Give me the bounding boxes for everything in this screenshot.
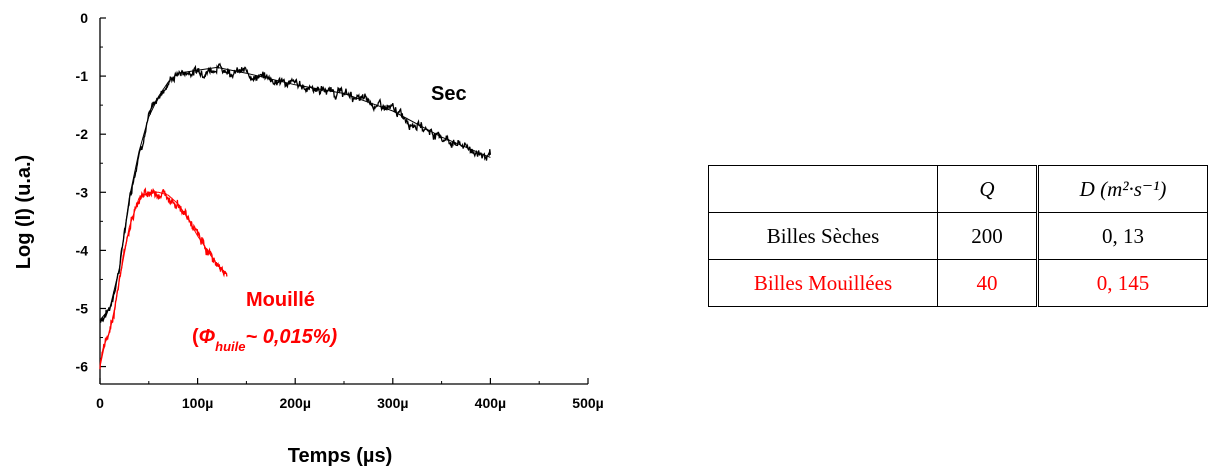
row-label: Billes Mouillées	[708, 259, 938, 307]
y-tick-label: -2	[76, 126, 89, 142]
row-q: 200	[937, 212, 1039, 260]
x-tick-label: 400µ	[475, 395, 506, 411]
y-tick-label: -6	[76, 359, 89, 375]
phi-open: (	[192, 326, 199, 348]
row-label: Billes Sèches	[708, 212, 938, 260]
data-trace	[99, 62, 492, 323]
x-tick-label: 0	[96, 395, 104, 411]
data-trace	[99, 187, 228, 370]
row-d: 0, 145	[1037, 259, 1208, 307]
y-axis-title: Log (I) (u.a.)	[13, 155, 35, 269]
phi-subscript: huile	[215, 339, 245, 354]
series-layer	[99, 62, 492, 370]
table-row: Billes Sèches 200 0, 13	[708, 212, 1208, 260]
y-tick-label: -4	[76, 242, 89, 258]
table-row: Billes Mouillées 40 0, 145	[708, 259, 1208, 307]
phi-symbol: Φ	[199, 326, 216, 348]
x-tick-label: 100µ	[182, 395, 213, 411]
x-tick-label: 300µ	[377, 395, 408, 411]
series-sec	[99, 62, 492, 323]
header-q: Q	[937, 165, 1039, 213]
x-tick-label: 200µ	[279, 395, 310, 411]
header-d-symbol: D	[1079, 176, 1095, 201]
row-d: 0, 13	[1037, 212, 1208, 260]
y-tick-label: 0	[80, 10, 88, 26]
fit-line	[99, 66, 491, 321]
series-mouille	[99, 187, 228, 370]
ticks: 0 100µ 200µ 300µ 400µ 500µ 0 -1 -2 -3 -4 -5 -6	[76, 10, 604, 411]
y-tick-label: -3	[76, 184, 89, 200]
x-axis-title: Temps (µs)	[288, 445, 393, 467]
phi-value: ~ 0,015%)	[245, 326, 337, 348]
y-tick-label: -5	[76, 300, 89, 316]
header-empty-cell	[708, 165, 938, 213]
header-d-unit: (m²·s⁻¹)	[1100, 176, 1167, 201]
mouille-label: Mouillé	[246, 289, 315, 311]
sec-label: Sec	[431, 83, 467, 105]
results-table: Q D (m²·s⁻¹) Billes Sèches 200 0, 13 Bil…	[708, 165, 1208, 307]
phi-annotation: (Φhuile~ 0,015%)	[192, 326, 338, 354]
chart: 0 100µ 200µ 300µ 400µ 500µ 0 -1 -2 -3 -4 -5 -6 Log (…	[13, 10, 604, 467]
header-d: D (m²·s⁻¹)	[1037, 165, 1208, 213]
x-tick-label: 500µ	[572, 395, 603, 411]
row-q: 40	[937, 259, 1039, 307]
table-header-row: Q D (m²·s⁻¹)	[708, 165, 1208, 213]
y-tick-label: -1	[76, 68, 89, 84]
